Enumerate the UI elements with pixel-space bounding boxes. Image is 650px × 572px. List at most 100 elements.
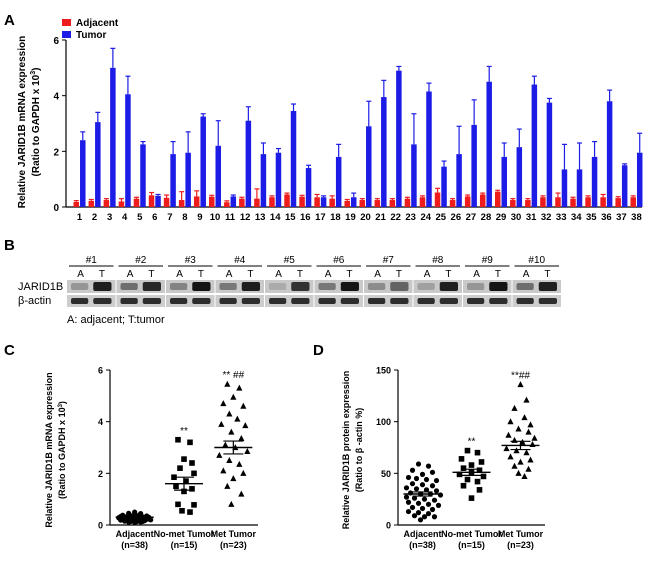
point-circle	[425, 511, 432, 517]
legend-tumor-swatch	[62, 31, 71, 38]
point-square	[460, 465, 467, 471]
blot-lane-label-a: A	[523, 269, 530, 280]
blot-band-adjacent	[318, 283, 336, 290]
panel-a: A Relative JARID1B mRNA expression (Rati…	[4, 12, 643, 223]
point-circle	[429, 469, 436, 475]
bar-tumor	[471, 124, 477, 207]
point-triangle	[511, 404, 518, 411]
x-tick-label: 24	[420, 212, 431, 223]
x-tick-label: 3	[107, 212, 112, 223]
point-triangle	[525, 428, 532, 435]
blot-band-actin-adjacent	[219, 298, 237, 304]
bar-tumor	[426, 91, 432, 207]
point-triangle	[521, 414, 528, 421]
point-triangle	[226, 457, 233, 464]
point-square	[476, 467, 483, 474]
point-triangle	[523, 449, 530, 456]
point-triangle	[525, 465, 532, 472]
x-tick-label: 38	[631, 212, 642, 223]
significance-label: **	[180, 426, 188, 437]
point-square	[179, 507, 185, 514]
point-triangle	[515, 469, 522, 476]
blot-sample-label: #8	[432, 255, 444, 266]
point-triangle	[511, 436, 518, 443]
significance-label: **##	[511, 370, 530, 381]
blot-sample-label: #2	[135, 255, 147, 266]
bar-adjacent	[299, 196, 305, 207]
blot-band-tumor	[489, 282, 508, 291]
x-tick-label: 23	[405, 212, 416, 223]
point-triangle	[230, 393, 237, 400]
x-tick-label: 29	[496, 212, 507, 223]
blot-caption: A: adjacent; T:tumor	[67, 314, 165, 326]
point-circle	[431, 497, 438, 503]
point-square	[187, 509, 193, 515]
bar-tumor	[411, 144, 417, 207]
point-triangle	[230, 475, 237, 482]
blot-band-adjacent	[467, 283, 485, 290]
y-tick-label: 0	[386, 521, 391, 531]
bar-tumor	[381, 97, 387, 207]
blot-band-adjacent	[219, 283, 237, 290]
panel-d-ylabel-line2: (Ratio to β -actin %)	[354, 408, 364, 493]
panel-b-letter: B	[4, 237, 15, 254]
point-square	[173, 483, 179, 490]
blot-band-adjacent	[170, 283, 188, 290]
bar-adjacent	[374, 200, 381, 207]
bar-adjacent	[510, 200, 516, 207]
point-circle	[407, 490, 414, 496]
bar-tumor	[95, 122, 101, 207]
point-triangle	[224, 482, 231, 489]
x-category-label: Adjacent	[403, 529, 441, 539]
bar-adjacent	[163, 197, 170, 207]
x-tick-label: 36	[601, 212, 612, 223]
blot-lane-label-a: A	[374, 269, 381, 280]
point-triangle	[527, 456, 534, 463]
bar-adjacent	[540, 197, 546, 207]
panel-c: C Relative JARID1B mRNA expression (Rati…	[4, 342, 258, 550]
blot-label-jarid1b: JARID1B	[18, 281, 63, 293]
blot-band-actin-adjacent	[120, 298, 138, 304]
point-triangle	[220, 400, 227, 407]
bar-tumor	[200, 116, 206, 207]
blot-lane-label-a: A	[226, 269, 233, 280]
point-circle	[435, 502, 442, 508]
blot-band-tumor	[538, 282, 557, 291]
point-square	[480, 473, 487, 480]
blot-sample-label: #3	[185, 255, 197, 266]
x-tick-label: 28	[481, 212, 492, 223]
blot-band-tumor	[390, 282, 409, 291]
point-circle	[148, 517, 154, 523]
blot-band-actin-adjacent	[318, 298, 336, 304]
blot-lane-label-a: A	[473, 269, 480, 280]
bar-adjacent	[404, 198, 411, 207]
panel-d-plot: 0 50 100 150 Adjacent(n=38) No-met Tumor(n=15…	[376, 366, 545, 550]
bar-tumor	[636, 152, 643, 207]
blot-band-tumor	[93, 282, 112, 291]
blot-lane-label-t: T	[445, 269, 451, 280]
point-triangle	[238, 435, 245, 442]
bar-tumor	[576, 169, 583, 207]
panel-c-ylabel-line2: (Ratio to GAPDH x 103)	[57, 401, 67, 499]
point-square	[187, 439, 193, 446]
point-circle	[419, 505, 426, 512]
point-square	[175, 436, 181, 443]
point-circle	[132, 519, 138, 526]
blot-lane-label-t: T	[346, 269, 352, 280]
legend-adjacent-swatch	[62, 19, 71, 26]
point-circle	[132, 509, 138, 515]
x-tick-label: 31	[526, 212, 537, 223]
point-triangle	[222, 441, 229, 448]
bar-tumor	[305, 168, 312, 207]
bar-tumor	[170, 154, 176, 207]
bar-tumor	[486, 81, 492, 207]
bar-adjacent	[495, 191, 501, 207]
point-circle	[419, 471, 426, 477]
bar-adjacent	[630, 197, 636, 207]
panel-d-ylabel-line1: Relative JARID1B protein expression	[341, 371, 351, 530]
significance-label: ** ##	[222, 370, 244, 381]
y-tick-label: 50	[381, 469, 391, 479]
point-circle	[403, 494, 410, 500]
x-tick-label: 18	[330, 212, 341, 223]
bar-tumor	[335, 156, 342, 207]
